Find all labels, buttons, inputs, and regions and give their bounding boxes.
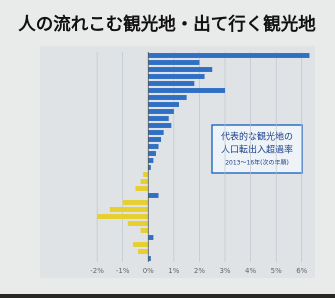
x-tick-label: -1% [116, 267, 130, 275]
bar [97, 214, 148, 219]
bar [148, 130, 163, 135]
bar [110, 207, 148, 212]
bar [141, 228, 149, 233]
x-tick-label: -2% [90, 267, 104, 275]
bar [148, 60, 199, 65]
bar [123, 200, 149, 205]
bar [148, 158, 153, 163]
chart: 人の流れこむ観光地・出て行く観光地 代表的な観光地の 人口転出入超過率 2013… [0, 0, 335, 294]
x-tick-label: 5% [271, 267, 282, 275]
bar [143, 172, 148, 177]
x-tick-label: 4% [245, 267, 256, 275]
annotation: 代表的な観光地の [221, 131, 293, 143]
bar [148, 74, 204, 79]
bar [148, 116, 168, 121]
bar [135, 186, 148, 191]
bar [148, 123, 171, 128]
bar [133, 242, 148, 247]
page: 人の流れこむ観光地・出て行く観光地 代表的な観光地の 人口転出入超過率 2013… [0, 0, 335, 294]
x-tick-label: 3% [219, 267, 230, 275]
bar [148, 151, 156, 156]
bar [141, 179, 149, 184]
bar [148, 235, 153, 240]
x-tick-label: 2% [194, 267, 205, 275]
x-tick-label: 6% [296, 267, 307, 275]
bar [148, 81, 194, 86]
bar [148, 53, 309, 58]
bar [148, 109, 174, 114]
bar [148, 95, 186, 100]
bar [148, 102, 179, 107]
bar [128, 221, 148, 226]
bar [148, 137, 161, 142]
annotation: 2013～16年(次の年順) [225, 159, 289, 167]
bar [148, 88, 225, 93]
x-tick-label: 0% [143, 267, 154, 275]
annotation: 人口転出入超過率 [221, 144, 293, 156]
x-tick-label: 1% [168, 267, 179, 275]
bar [148, 144, 158, 149]
bar [148, 193, 158, 198]
bar [138, 249, 148, 254]
bar [148, 67, 212, 72]
chart-title: 人の流れこむ観光地・出て行く観光地 [18, 14, 316, 35]
